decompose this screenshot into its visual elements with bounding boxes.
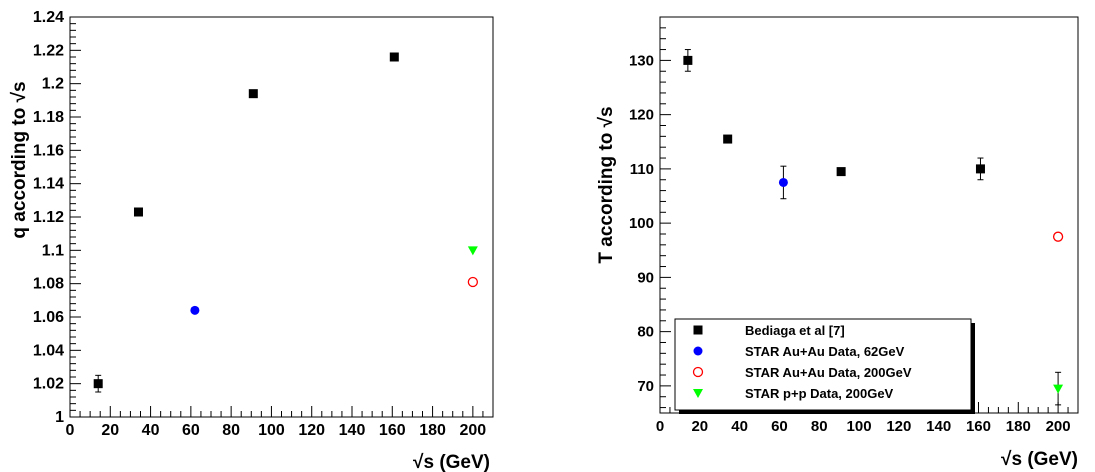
x-tick-label: 80 <box>222 422 240 439</box>
x-tick-label: 140 <box>339 422 366 439</box>
y-tick-label: 90 <box>637 269 654 286</box>
data-point <box>389 52 399 62</box>
y-tick-label: 1.16 <box>33 142 64 159</box>
x-tick-label: 100 <box>847 418 872 435</box>
y-tick-label: 1.24 <box>33 9 64 26</box>
x-axis-label: √s (GeV) <box>413 452 490 472</box>
y-tick-label: 1.1 <box>42 242 64 259</box>
x-tick-label: 100 <box>258 422 285 439</box>
x-tick-label: 120 <box>886 418 911 435</box>
data-point <box>190 305 200 315</box>
x-tick-label: 40 <box>731 418 748 435</box>
legend-marker <box>693 325 703 335</box>
data-point <box>467 276 479 288</box>
x-tick-label: 160 <box>379 422 406 439</box>
x-tick-label: 0 <box>656 418 664 435</box>
data-point <box>975 164 985 174</box>
legend-entry: STAR Au+Au Data, 200GeV <box>745 365 912 380</box>
legend-box <box>674 318 972 411</box>
legend-marker <box>693 389 703 398</box>
y-tick-label: 110 <box>630 161 654 178</box>
data-point <box>1052 231 1064 242</box>
x-tick-label: 120 <box>298 422 325 439</box>
data-point <box>836 167 846 177</box>
x-tick-label: 0 <box>66 422 75 439</box>
data-point <box>248 89 258 99</box>
x-tick-label: 180 <box>1006 418 1031 435</box>
legend-entry: STAR p+p Data, 200GeV <box>745 386 894 401</box>
data-point <box>133 207 143 217</box>
y-tick-label: 120 <box>629 107 654 124</box>
x-tick-label: 20 <box>101 422 119 439</box>
data-point <box>778 177 788 187</box>
y-tick-label: 80 <box>637 324 654 341</box>
y-tick-label: 1.18 <box>33 109 64 126</box>
x-tick-label: 60 <box>182 422 200 439</box>
q-vs-sqrt-s-panel: 0 20 40 60 80 100 120 140 160 180 200 1 1.02 1.04 1.06… <box>9 9 494 472</box>
data-point <box>683 55 693 65</box>
legend-entry: Bediaga et al [7] <box>745 323 845 338</box>
x-tick-label: 160 <box>966 418 991 435</box>
y-tick-label: 1.14 <box>33 176 64 193</box>
y-tick-label: 130 <box>629 52 654 69</box>
y-axis-label: T according to √s <box>596 106 617 263</box>
y-tick-label: 70 <box>637 378 654 395</box>
legend-entry: STAR Au+Au Data, 62GeV <box>745 344 905 359</box>
legend-marker <box>693 346 703 356</box>
y-tick-label: 100 <box>629 215 654 232</box>
plot-frame <box>69 16 494 418</box>
x-tick-label: 80 <box>811 418 828 435</box>
x-tick-label: 180 <box>419 422 446 439</box>
y-tick-label: 1.08 <box>33 276 64 293</box>
y-tick-label: 1.04 <box>33 342 64 359</box>
y-tick-label: 1.2 <box>42 76 64 93</box>
x-axis-label: √s (GeV) <box>1001 449 1078 470</box>
x-tick-label: 200 <box>1046 418 1071 435</box>
y-tick-label: 1.12 <box>33 209 64 226</box>
data-point <box>1053 384 1064 394</box>
y-tick-label: 1 <box>55 409 64 426</box>
t-vs-sqrt-s-panel: 0 20 40 60 80 100 120 140 160 180 200 70 80 90 100 110 1… <box>596 16 1079 470</box>
x-tick-label: 140 <box>926 418 951 435</box>
data-point <box>93 379 103 389</box>
data-point <box>723 134 733 144</box>
data-point <box>467 246 478 256</box>
x-tick-label: 200 <box>460 422 487 439</box>
x-tick-label: 40 <box>142 422 160 439</box>
x-tick-label: 60 <box>771 418 788 435</box>
legend-marker <box>692 366 704 378</box>
x-tick-label: 20 <box>691 418 708 435</box>
y-axis-label: q according to √s <box>9 81 30 238</box>
y-tick-label: 1.06 <box>33 309 64 326</box>
y-tick-label: 1.22 <box>33 42 64 59</box>
y-tick-label: 1.02 <box>33 376 64 393</box>
